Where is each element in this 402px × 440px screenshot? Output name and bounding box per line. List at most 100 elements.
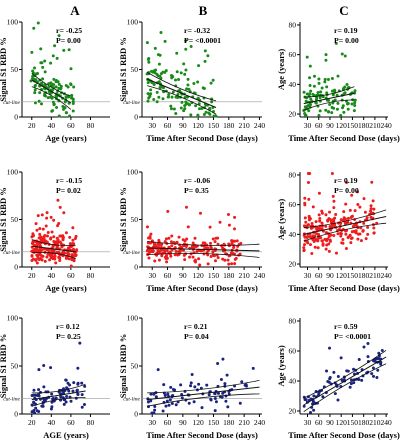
- data-point: [145, 225, 149, 229]
- data-point: [235, 239, 239, 243]
- data-point: [71, 247, 75, 251]
- data-point: [349, 241, 353, 245]
- data-point: [70, 258, 74, 262]
- data-point: [230, 242, 234, 246]
- data-point: [304, 398, 308, 402]
- data-point: [59, 84, 63, 88]
- data-point: [318, 109, 322, 113]
- data-point: [332, 370, 336, 374]
- data-point: [326, 78, 330, 82]
- data-point: [34, 222, 38, 226]
- data-point: [42, 385, 46, 389]
- data-point: [74, 234, 78, 238]
- data-point: [50, 392, 54, 396]
- data-point: [40, 213, 44, 217]
- data-point: [317, 391, 321, 395]
- data-point: [51, 255, 55, 259]
- data-point: [190, 246, 194, 250]
- data-point: [202, 87, 206, 91]
- data-point: [315, 232, 319, 236]
- data-point: [152, 392, 156, 396]
- data-point: [335, 107, 339, 111]
- y-tick-label: 100: [7, 314, 19, 323]
- data-point: [58, 256, 62, 260]
- x-tick-label: 80: [87, 271, 95, 280]
- data-point: [209, 81, 213, 85]
- data-point: [318, 217, 322, 221]
- stat-p: P= 0.02: [56, 186, 81, 195]
- data-point: [68, 114, 72, 118]
- data-point: [49, 215, 53, 219]
- data-point: [41, 254, 45, 258]
- x-tick-label: 40: [48, 121, 56, 130]
- data-point: [302, 224, 306, 228]
- data-point: [305, 235, 309, 239]
- data-point: [332, 199, 336, 203]
- regression-line: [31, 79, 72, 104]
- data-point: [161, 97, 165, 101]
- data-point: [349, 382, 353, 386]
- data-point: [308, 411, 312, 414]
- data-point: [51, 109, 55, 113]
- data-point: [309, 97, 313, 101]
- data-point: [50, 230, 54, 234]
- data-point: [336, 374, 340, 378]
- column-header-b: B: [199, 3, 208, 18]
- data-point: [324, 53, 328, 57]
- x-tick-label: 240: [381, 271, 393, 280]
- data-point: [202, 112, 206, 116]
- y-tick-label: 20: [289, 407, 297, 416]
- data-point: [324, 238, 328, 242]
- x-tick-label: 60: [67, 271, 75, 280]
- data-point: [371, 199, 375, 203]
- stat-p: P= 0.00: [56, 36, 81, 45]
- ci-upper-band: [303, 349, 387, 399]
- x-tick-label: 210: [369, 418, 381, 427]
- x-tick-label: 240: [381, 121, 393, 130]
- data-point: [33, 411, 37, 415]
- data-point: [328, 375, 332, 379]
- data-point: [320, 239, 324, 243]
- data-point: [308, 64, 312, 68]
- data-point: [179, 71, 183, 75]
- ci-lower-band: [147, 85, 217, 115]
- data-point: [380, 348, 384, 352]
- data-point: [35, 228, 39, 232]
- data-point: [314, 220, 318, 224]
- data-point: [33, 88, 37, 92]
- data-point: [202, 252, 206, 256]
- data-point: [191, 241, 195, 245]
- data-point: [57, 82, 61, 86]
- data-point: [43, 59, 47, 63]
- data-point: [55, 106, 59, 110]
- data-point: [332, 106, 336, 110]
- data-point: [364, 237, 368, 241]
- data-point: [363, 210, 367, 214]
- data-point: [218, 220, 222, 224]
- data-point: [302, 246, 306, 250]
- data-point: [375, 356, 379, 360]
- data-point: [336, 232, 340, 236]
- data-point: [52, 218, 56, 222]
- data-point: [71, 389, 75, 393]
- data-point: [71, 226, 75, 230]
- x-tick-label: 90: [179, 121, 187, 130]
- x-tick-label: 30: [148, 121, 156, 130]
- data-point: [224, 399, 228, 403]
- panel-b3: 0 50 100 30 60 90 120 150 180 210 240 cut-line r= 0.…: [118, 314, 265, 440]
- ci-upper-band: [31, 72, 72, 97]
- stat-r: r= 0.19: [334, 176, 358, 185]
- data-point: [152, 98, 156, 102]
- data-point: [350, 236, 354, 240]
- stat-p: P= 0.00: [334, 36, 359, 45]
- ci-upper-band: [147, 380, 260, 394]
- data-point: [57, 222, 61, 226]
- data-point: [369, 204, 373, 208]
- data-point: [174, 112, 178, 116]
- data-point: [366, 232, 370, 236]
- data-point: [317, 191, 321, 195]
- x-tick-label: 180: [358, 271, 370, 280]
- data-point: [206, 54, 210, 58]
- data-point: [161, 70, 165, 74]
- data-point: [214, 236, 218, 240]
